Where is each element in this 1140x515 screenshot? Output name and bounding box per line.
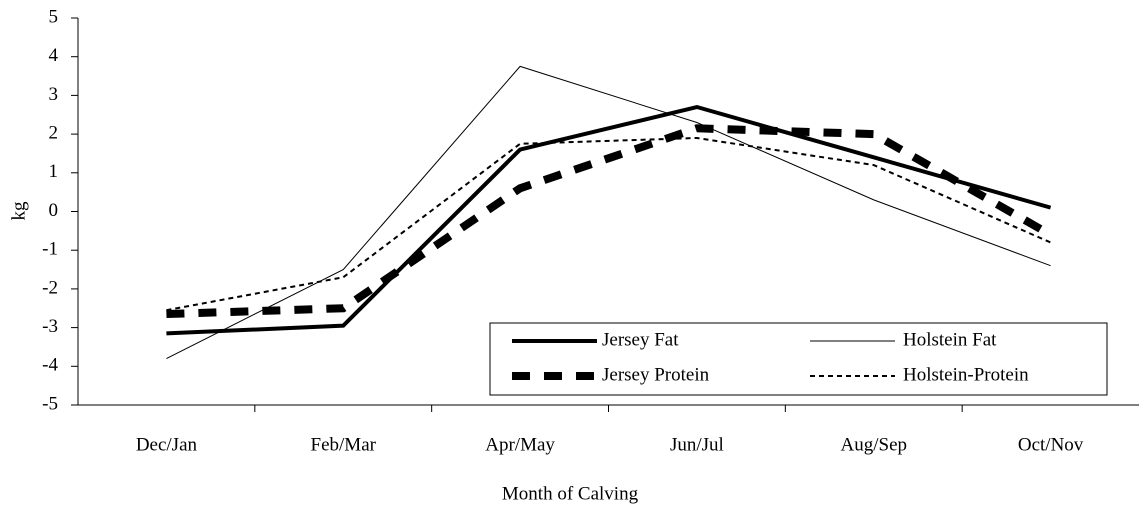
y-tick-label: 3 [49, 84, 59, 105]
line-series [166, 124, 1053, 319]
y-tick-label: -3 [42, 316, 58, 337]
x-tick-label: Apr/May [485, 434, 555, 455]
x-tick-label: Feb/Mar [311, 434, 377, 455]
y-tick-label: 5 [49, 6, 59, 27]
y-axis-label: kg [8, 201, 29, 221]
legend-label: Holstein Fat [903, 329, 997, 350]
x-tick-label: Dec/Jan [136, 434, 198, 455]
legend-box [489, 322, 1108, 396]
line-series [166, 65, 1051, 360]
legend-label: Jersey Fat [602, 329, 679, 350]
y-tick-label: 1 [49, 161, 59, 182]
line-series [166, 136, 1051, 312]
y-tick-label: -5 [42, 393, 58, 414]
y-tick-label: -4 [42, 355, 58, 376]
x-tick-label: Oct/Nov [1018, 434, 1084, 455]
legend-label: Jersey Protein [602, 364, 710, 385]
line-series [166, 104, 1052, 336]
y-tick-label: -1 [42, 239, 58, 260]
y-tick-label: 4 [49, 45, 59, 66]
x-tick-label: Aug/Sep [841, 434, 908, 455]
y-tick-label: 0 [49, 200, 59, 221]
y-tick-label: 2 [49, 122, 59, 143]
x-axis-label: Month of Calving [502, 483, 639, 504]
y-tick-label: -2 [42, 277, 58, 298]
legend-label: Holstein-Protein [903, 364, 1029, 385]
x-tick-label: Jun/Jul [670, 434, 724, 455]
